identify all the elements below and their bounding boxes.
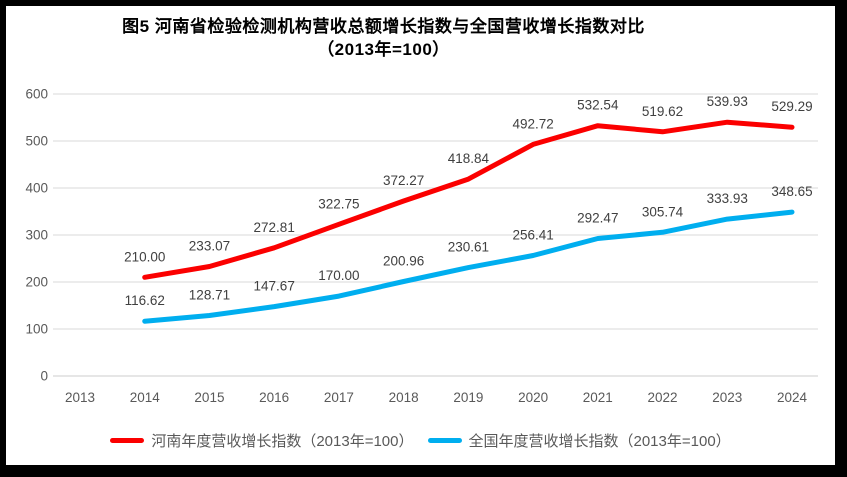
x-axis-label: 2024: [777, 390, 808, 405]
data-label-series-1: 116.62: [125, 293, 165, 308]
x-axis-label: 2014: [130, 390, 161, 405]
data-label-series-0: 233.07: [189, 238, 230, 253]
data-label-series-0: 272.81: [254, 220, 295, 235]
data-label-series-0: 519.62: [642, 104, 683, 119]
data-label-series-1: 170.00: [318, 268, 359, 283]
data-label-series-1: 230.61: [448, 240, 489, 255]
x-axis-label: 2022: [648, 390, 678, 405]
x-axis-label: 2021: [583, 390, 613, 405]
data-label-series-0: 529.29: [771, 99, 812, 114]
data-label-series-0: 210.00: [124, 249, 165, 264]
data-label-series-1: 200.96: [383, 254, 424, 269]
y-axis-label: 100: [25, 322, 48, 337]
data-label-series-1: 333.93: [707, 191, 748, 206]
legend-item-national: 全国年度营收增长指数（2013年=100）: [427, 430, 731, 451]
x-axis-label: 2018: [389, 390, 419, 405]
y-axis-label: 0: [40, 369, 48, 384]
x-axis-label: 2013: [65, 390, 95, 405]
data-label-series-1: 305.74: [642, 204, 684, 219]
y-axis-label: 200: [25, 275, 48, 290]
data-label-series-0: 322.75: [318, 196, 359, 211]
legend-item-henan: 河南年度营收增长指数（2013年=100）: [110, 430, 414, 451]
data-label-series-0: 539.93: [707, 94, 748, 109]
legend: 河南年度营收增长指数（2013年=100） 全国年度营收增长指数（2013年=1…: [6, 430, 835, 451]
x-axis-label: 2020: [518, 390, 548, 405]
chart-title-block: 图5 河南省检验检测机构营收总额增长指数与全国营收增长指数对比 （2013年=1…: [6, 15, 761, 61]
data-label-series-0: 532.54: [577, 98, 619, 113]
series-line-0: [142, 119, 795, 280]
data-label-series-1: 147.67: [254, 279, 295, 294]
chart-subtitle: （2013年=100）: [317, 40, 450, 59]
data-label-series-0: 372.27: [383, 173, 424, 188]
x-axis-label: 2023: [712, 390, 742, 405]
x-axis-label: 2016: [259, 390, 289, 405]
y-axis-label: 300: [25, 228, 48, 243]
legend-marker-national-line: [427, 438, 462, 443]
legend-marker-henan-line: [110, 438, 145, 443]
legend-label-national: 全国年度营收增长指数（2013年=100）: [468, 433, 731, 450]
data-label-series-1: 292.47: [577, 211, 618, 226]
data-label-series-0: 418.84: [448, 151, 490, 166]
legend-label-henan: 河南年度营收增长指数（2013年=100）: [151, 433, 414, 450]
line-chart: 0 100 200 300 400 500 600 2013 2014 2015 2016 2017 2…: [25, 87, 818, 405]
y-axis-label: 400: [25, 181, 48, 196]
data-label-series-1: 128.71: [189, 288, 230, 303]
data-label-series-0: 492.72: [512, 116, 553, 131]
x-axis-label: 2015: [194, 390, 224, 405]
series-line-1: [142, 209, 795, 324]
x-axis-label: 2017: [324, 390, 354, 405]
data-label-series-1: 256.41: [512, 227, 553, 242]
chart-title: 图5 河南省检验检测机构营收总额增长指数与全国营收增长指数对比: [122, 17, 645, 36]
x-axis-label: 2019: [453, 390, 483, 405]
data-label-series-1: 348.65: [771, 184, 812, 199]
y-axis-label: 500: [25, 134, 48, 149]
y-axis-label: 600: [25, 87, 48, 102]
